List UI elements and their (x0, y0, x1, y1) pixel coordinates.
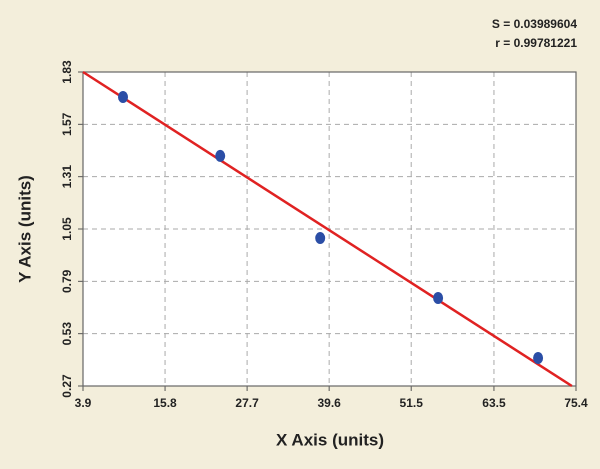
data-point (533, 352, 544, 365)
y-tick-label: 1.31 (60, 165, 74, 189)
y-tick-label: 0.79 (60, 269, 74, 293)
data-point (117, 90, 128, 103)
y-tick-label: 0.27 (60, 374, 74, 398)
fit-line (82, 70, 573, 388)
data-point (433, 292, 444, 305)
annotation: r = 0.99781221 (495, 36, 577, 50)
y-axis-label: Y Axis (units) (15, 175, 34, 283)
x-axis-label: X Axis (units) (276, 430, 384, 449)
x-tick-label: 63.5 (482, 396, 506, 410)
y-tick-label: 1.57 (60, 112, 74, 136)
x-tick-label: 15.8 (153, 396, 177, 410)
data-point (215, 149, 226, 162)
x-tick-label: 3.9 (75, 396, 92, 410)
x-tick-label: 27.7 (235, 396, 259, 410)
x-tick-label: 75.4 (564, 396, 588, 410)
x-tick-label: 51.5 (400, 396, 424, 410)
y-tick-label: 1.05 (60, 217, 74, 241)
x-tick-label: 39.6 (317, 396, 341, 410)
y-tick-label: 1.83 (60, 60, 74, 84)
plot-border (82, 71, 577, 387)
annotation: S = 0.03989604 (492, 17, 577, 31)
data-point (315, 232, 326, 245)
y-tick-label: 0.53 (60, 322, 74, 346)
